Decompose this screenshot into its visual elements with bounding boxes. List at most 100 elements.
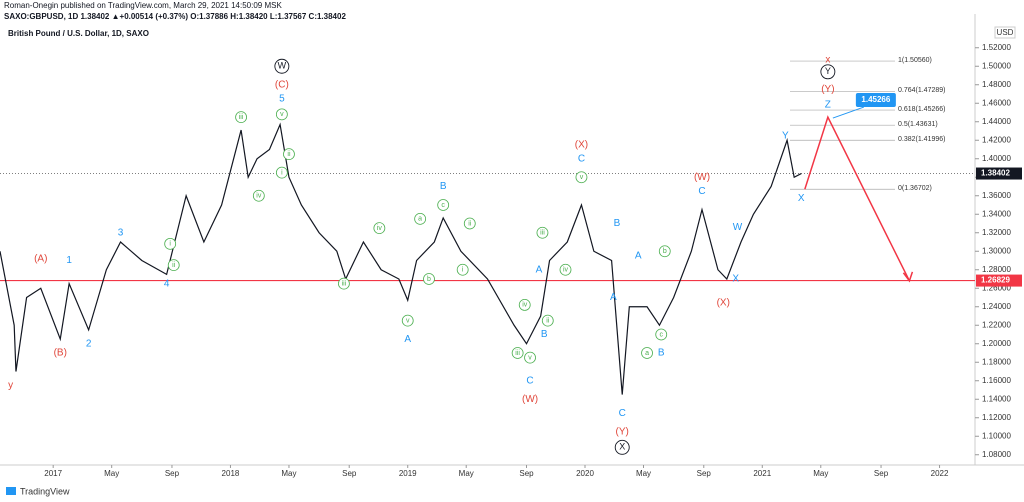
x-tick-label: 2022 — [931, 469, 949, 478]
wave-label: A — [536, 264, 543, 275]
wave-label: iii — [239, 114, 244, 121]
y-tick-label: 1.42000 — [982, 135, 1011, 144]
wave-label: c — [659, 331, 663, 338]
wave-circle — [164, 237, 177, 250]
wave-label: 2 — [86, 338, 92, 349]
wave-label: a — [645, 350, 649, 357]
wave-label: B — [658, 348, 665, 359]
x-tick-label: Sep — [519, 469, 534, 478]
wave-label: ii — [468, 220, 472, 227]
y-tick-label: 1.48000 — [982, 80, 1011, 89]
wave-circle — [820, 64, 836, 80]
support-badge — [976, 274, 1022, 287]
arrow-head — [902, 271, 914, 283]
wave-label: X — [798, 193, 805, 204]
wave-label: v — [580, 174, 584, 181]
wave-circle — [252, 189, 265, 202]
wave-label: C — [526, 375, 533, 386]
wave-circle — [614, 439, 630, 455]
wave-label: iv — [563, 267, 569, 274]
x-tick-label: May — [813, 469, 828, 478]
wave-circle — [463, 217, 476, 230]
wave-label: (Y) — [821, 84, 834, 95]
wave-circle — [559, 263, 572, 276]
wave-circle — [536, 226, 549, 239]
y-tick-label: 1.34000 — [982, 209, 1011, 218]
wave-label: c — [441, 202, 445, 209]
wave-label: (X) — [575, 140, 588, 151]
wave-label: v — [406, 317, 410, 324]
projection — [804, 115, 911, 282]
wave-circle — [235, 111, 247, 124]
wave-label: 4 — [164, 278, 170, 289]
wave-label: A — [610, 292, 617, 303]
wave-label: 5 — [279, 93, 285, 104]
wave-label: iii — [342, 280, 347, 287]
last-price: 1.38402 — [981, 169, 1010, 178]
x-tick-label: 2018 — [222, 469, 240, 478]
wave-circle — [275, 108, 288, 121]
y-tick-label: 1.18000 — [982, 357, 1011, 366]
wave-label: (Y) — [616, 426, 629, 437]
wave-circle — [401, 314, 414, 327]
wave-label: v — [280, 111, 284, 118]
x-tick-label: 2017 — [44, 469, 62, 478]
wave-label: iv — [522, 302, 528, 309]
wave-label: iii — [515, 350, 520, 357]
wave-circle — [641, 347, 653, 359]
wave-label: Z — [825, 100, 831, 111]
wave-circle — [518, 298, 531, 311]
wave-label: 1 — [66, 255, 72, 266]
x-tick-label: Sep — [874, 469, 889, 478]
y-tick-label: 1.44000 — [982, 117, 1011, 126]
wave-circle — [275, 166, 288, 179]
wave-label: a — [418, 216, 422, 223]
wave-circle — [456, 263, 469, 276]
support-price: 1.26829 — [981, 276, 1010, 285]
wave-label: B — [440, 181, 447, 192]
wave-label: X — [619, 442, 625, 452]
x-tick-label: Sep — [342, 469, 357, 478]
wave-label: B — [614, 218, 621, 229]
y-tick-label: 1.36000 — [982, 191, 1011, 200]
wave-label: Y — [825, 66, 831, 76]
wave-circle — [423, 273, 435, 285]
wave-label: iii — [540, 230, 545, 237]
x-tick-label: Sep — [165, 469, 180, 478]
x-tick-label: May — [459, 469, 474, 478]
x-tick-label: May — [636, 469, 651, 478]
wave-circle — [373, 222, 386, 235]
wave-label: (W) — [694, 172, 710, 183]
wave-label: ii — [546, 317, 550, 324]
y-tick-label: 1.12000 — [982, 413, 1011, 422]
currency-box — [994, 26, 1016, 39]
wave-circle — [283, 148, 295, 161]
wave-circle — [524, 351, 536, 364]
wave-label: i — [462, 267, 464, 274]
wave-label: iv — [377, 225, 383, 232]
currency: USD — [997, 28, 1014, 37]
wave-label: ii — [172, 262, 176, 269]
wave-label: C — [619, 408, 626, 419]
x-tick-label: 2021 — [753, 469, 771, 478]
y-tick-label: 1.14000 — [982, 394, 1011, 403]
wave-label: b — [663, 248, 667, 255]
y-tick-label: 1.28000 — [982, 265, 1011, 274]
wave-label: (X) — [717, 298, 730, 309]
wave-label: v — [528, 354, 532, 361]
wave-label: C — [698, 186, 705, 197]
wave-label: (W) — [522, 394, 538, 405]
wave-label: (C) — [275, 79, 289, 90]
wave-label: b — [427, 276, 431, 283]
wave-label: X — [732, 274, 739, 285]
wave-circle — [338, 277, 350, 290]
wave-label: A — [404, 334, 411, 345]
wave-label: i — [281, 169, 283, 176]
wave-circle — [511, 347, 524, 359]
price-line — [0, 122, 802, 395]
fib-label: 1(1.50560) — [898, 57, 932, 64]
y-tick-label: 1.30000 — [982, 246, 1011, 255]
fib-label: 0.764(1.47289) — [898, 87, 945, 94]
y-tick-label: 1.10000 — [982, 431, 1011, 440]
x-tick-label: 2020 — [576, 469, 594, 478]
